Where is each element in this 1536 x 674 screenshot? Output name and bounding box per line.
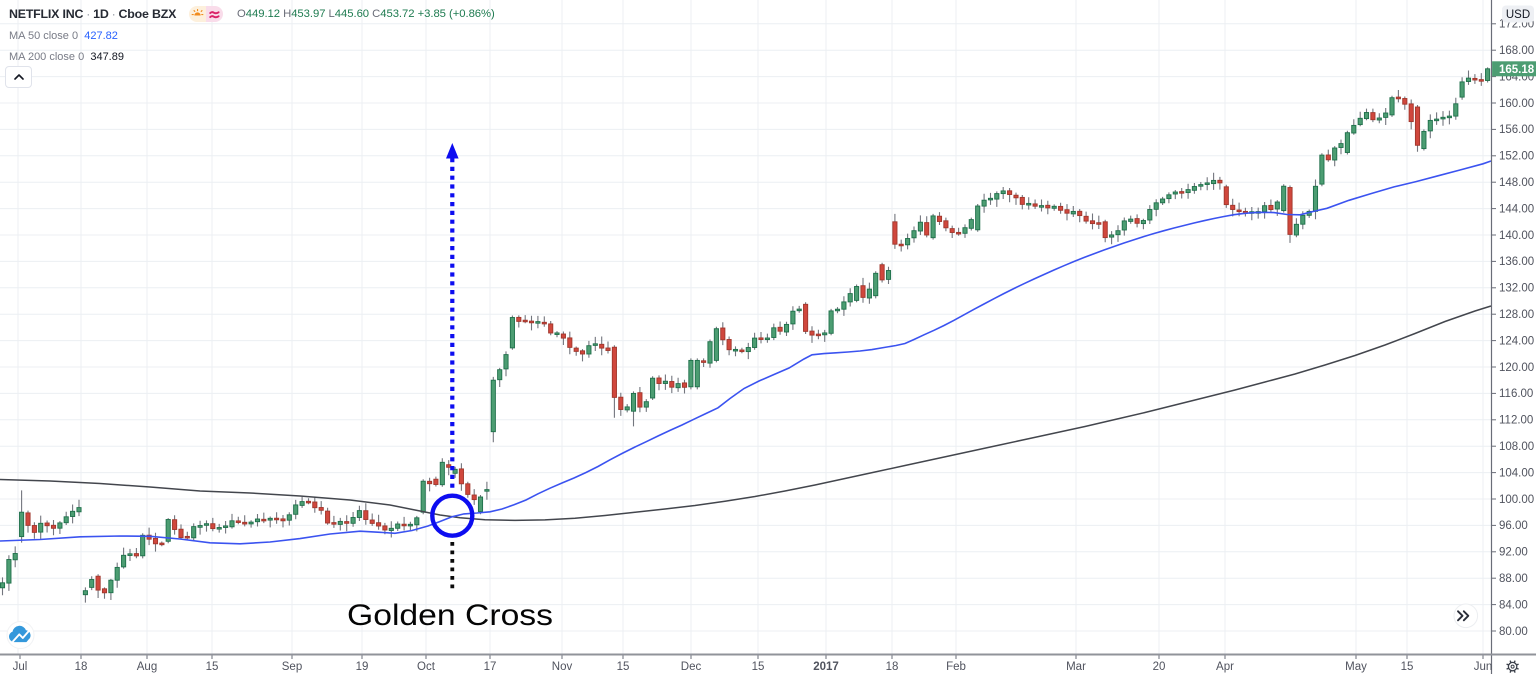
svg-text:140.00: 140.00 xyxy=(1499,230,1534,242)
svg-text:Oct: Oct xyxy=(417,661,436,673)
svg-text:Dec: Dec xyxy=(681,661,702,673)
svg-text:18: 18 xyxy=(75,661,88,673)
svg-text:124.00: 124.00 xyxy=(1499,335,1534,347)
svg-text:Mar: Mar xyxy=(1066,661,1086,673)
svg-text:Jun: Jun xyxy=(1474,661,1493,673)
svg-text:165.18: 165.18 xyxy=(1499,64,1535,76)
svg-text:84.00: 84.00 xyxy=(1499,599,1528,611)
svg-text:Apr: Apr xyxy=(1216,661,1234,673)
svg-text:144.00: 144.00 xyxy=(1499,203,1534,215)
svg-text:148.00: 148.00 xyxy=(1499,177,1534,189)
svg-text:Nov: Nov xyxy=(552,661,573,673)
svg-text:88.00: 88.00 xyxy=(1499,573,1528,585)
svg-text:108.00: 108.00 xyxy=(1499,441,1534,453)
svg-text:136.00: 136.00 xyxy=(1499,256,1534,268)
svg-text:156.00: 156.00 xyxy=(1499,124,1534,136)
svg-text:152.00: 152.00 xyxy=(1499,151,1534,163)
svg-text:20: 20 xyxy=(1153,661,1166,673)
svg-text:112.00: 112.00 xyxy=(1499,415,1533,427)
svg-text:160.00: 160.00 xyxy=(1499,98,1534,110)
svg-text:18: 18 xyxy=(886,661,899,673)
svg-text:Feb: Feb xyxy=(946,661,966,673)
svg-text:128.00: 128.00 xyxy=(1499,309,1534,321)
svg-text:19: 19 xyxy=(356,661,369,673)
svg-text:96.00: 96.00 xyxy=(1499,520,1528,532)
svg-text:2017: 2017 xyxy=(813,661,839,673)
svg-text:USD: USD xyxy=(1506,9,1530,21)
svg-text:104.00: 104.00 xyxy=(1499,467,1534,479)
svg-text:15: 15 xyxy=(617,661,630,673)
svg-text:92.00: 92.00 xyxy=(1499,547,1528,559)
svg-text:132.00: 132.00 xyxy=(1499,283,1534,295)
svg-text:120.00: 120.00 xyxy=(1499,362,1534,374)
svg-text:15: 15 xyxy=(752,661,765,673)
svg-text:Jul: Jul xyxy=(13,661,28,673)
svg-text:17: 17 xyxy=(484,661,497,673)
svg-text:80.00: 80.00 xyxy=(1499,626,1528,638)
svg-text:100.00: 100.00 xyxy=(1499,494,1534,506)
svg-text:May: May xyxy=(1345,661,1367,673)
svg-text:116.00: 116.00 xyxy=(1499,388,1533,400)
svg-text:Golden Cross: Golden Cross xyxy=(347,599,553,632)
svg-text:15: 15 xyxy=(1401,661,1414,673)
svg-text:15: 15 xyxy=(206,661,219,673)
svg-text:168.00: 168.00 xyxy=(1499,45,1534,57)
svg-text:Aug: Aug xyxy=(137,661,157,673)
svg-text:Sep: Sep xyxy=(282,661,302,673)
